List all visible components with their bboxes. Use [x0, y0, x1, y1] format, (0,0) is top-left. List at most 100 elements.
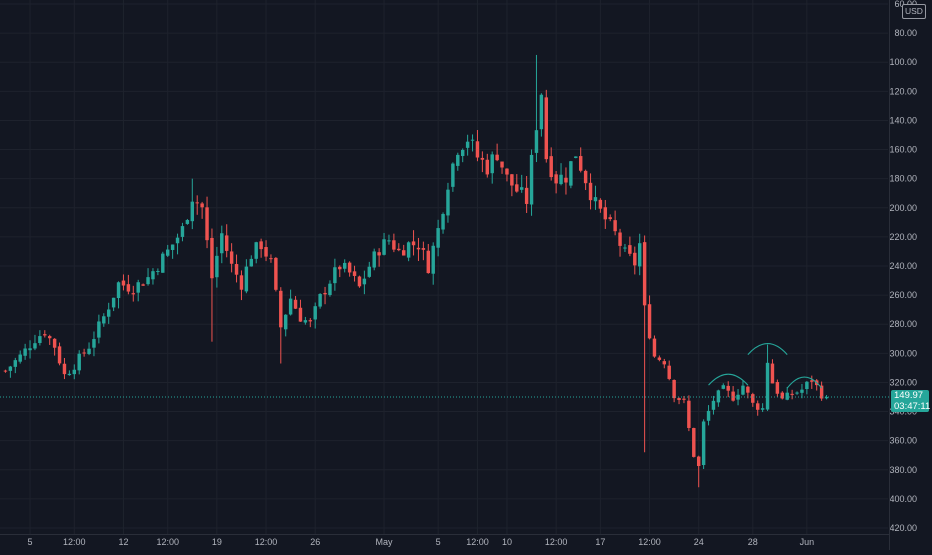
pattern-layer	[708, 343, 823, 389]
y-tick-label: 300.00	[889, 348, 917, 358]
candle-body	[362, 278, 367, 285]
candle-body	[234, 264, 239, 275]
candle-body	[72, 369, 77, 375]
candle-body	[692, 428, 696, 457]
candle-body	[416, 247, 421, 250]
candle-body	[102, 316, 106, 324]
candle-body	[180, 226, 185, 237]
candle-body	[244, 266, 249, 292]
candle-body	[121, 280, 126, 286]
candle-body	[190, 201, 195, 222]
candle-body	[608, 217, 612, 220]
candle-body	[254, 242, 258, 259]
candle-body	[82, 352, 86, 354]
candle-body	[696, 456, 701, 467]
candle-body	[156, 270, 160, 272]
candle-body	[401, 250, 406, 256]
candle-body	[57, 346, 62, 364]
candle-body	[426, 250, 431, 274]
candle-body	[220, 233, 224, 254]
candle-body	[682, 398, 686, 400]
candle-body	[726, 385, 730, 391]
candle-body	[746, 386, 750, 393]
candle-body	[318, 293, 322, 307]
candle-body	[647, 304, 652, 339]
x-tick-label: 12:00	[255, 537, 278, 547]
candle-body	[372, 251, 376, 268]
y-tick-label: 100.00	[889, 57, 917, 67]
candle-body	[421, 248, 426, 250]
candle-body	[721, 385, 726, 389]
candle-body	[195, 202, 199, 204]
y-tick-label: 180.00	[889, 174, 917, 184]
y-tick-label: 400.00	[889, 494, 917, 504]
candle-body	[126, 284, 131, 292]
candle-body	[293, 299, 298, 309]
candle-body	[810, 380, 814, 382]
x-tick-label: 26	[310, 537, 320, 547]
candle-body	[711, 400, 716, 410]
candle-body	[490, 154, 494, 174]
candle-body	[328, 283, 332, 295]
candle-body	[731, 391, 735, 401]
candle-body	[288, 298, 293, 315]
x-tick-label: 19	[212, 537, 222, 547]
candle-body	[495, 154, 499, 161]
candle-body	[136, 282, 140, 293]
candle-body	[165, 249, 170, 256]
pattern-arc	[708, 373, 749, 386]
candle-body	[161, 253, 165, 273]
candle-body	[151, 271, 155, 280]
x-tick-label: Jun	[800, 537, 815, 547]
candle-body	[303, 320, 308, 323]
last-price-badge: 149.97 03:47:11	[891, 390, 930, 412]
candle-body	[200, 203, 204, 208]
candle-body	[549, 156, 553, 178]
x-tick-label: 28	[748, 537, 758, 547]
candle-body	[185, 220, 190, 224]
candle-body	[13, 360, 18, 367]
candle-body	[131, 293, 136, 295]
candle-body	[387, 240, 391, 242]
candle-body	[578, 156, 583, 171]
candle-body	[308, 320, 313, 322]
x-tick-label: 12:00	[466, 537, 489, 547]
candle-body	[760, 408, 765, 410]
candle-body	[239, 275, 244, 290]
candle-body	[175, 237, 180, 244]
candle-body	[431, 245, 435, 274]
candle-body	[824, 397, 829, 399]
candle-body	[598, 199, 603, 209]
candle-body	[77, 353, 81, 371]
candle-body	[456, 154, 460, 166]
candle-body	[633, 252, 637, 266]
candle-body	[470, 139, 475, 141]
candle-body	[62, 363, 67, 375]
candle-body	[519, 187, 524, 190]
y-tick-label: 260.00	[889, 290, 917, 300]
candle-body	[67, 373, 72, 376]
axis-layer: 420.00400.00380.00360.00340.00320.00300.…	[0, 0, 917, 550]
x-tick-label: 12:00	[638, 537, 661, 547]
candle-body	[224, 235, 229, 251]
candle-body	[485, 159, 490, 175]
candle-body	[3, 370, 8, 372]
candle-body	[47, 336, 52, 339]
candle-body	[205, 207, 209, 241]
x-tick-label: 24	[694, 537, 704, 547]
candle-body	[657, 357, 662, 360]
candle-body	[229, 251, 234, 264]
candle-body	[43, 334, 47, 336]
x-tick-label: 12:00	[63, 537, 86, 547]
candle-body	[559, 174, 563, 185]
candle-body	[367, 266, 372, 277]
candle-body	[628, 245, 632, 254]
candle-body	[677, 398, 681, 401]
candle-body	[333, 267, 337, 284]
candle-body	[534, 130, 539, 153]
candle-body	[210, 237, 214, 279]
y-tick-label: 420.00	[889, 523, 917, 533]
